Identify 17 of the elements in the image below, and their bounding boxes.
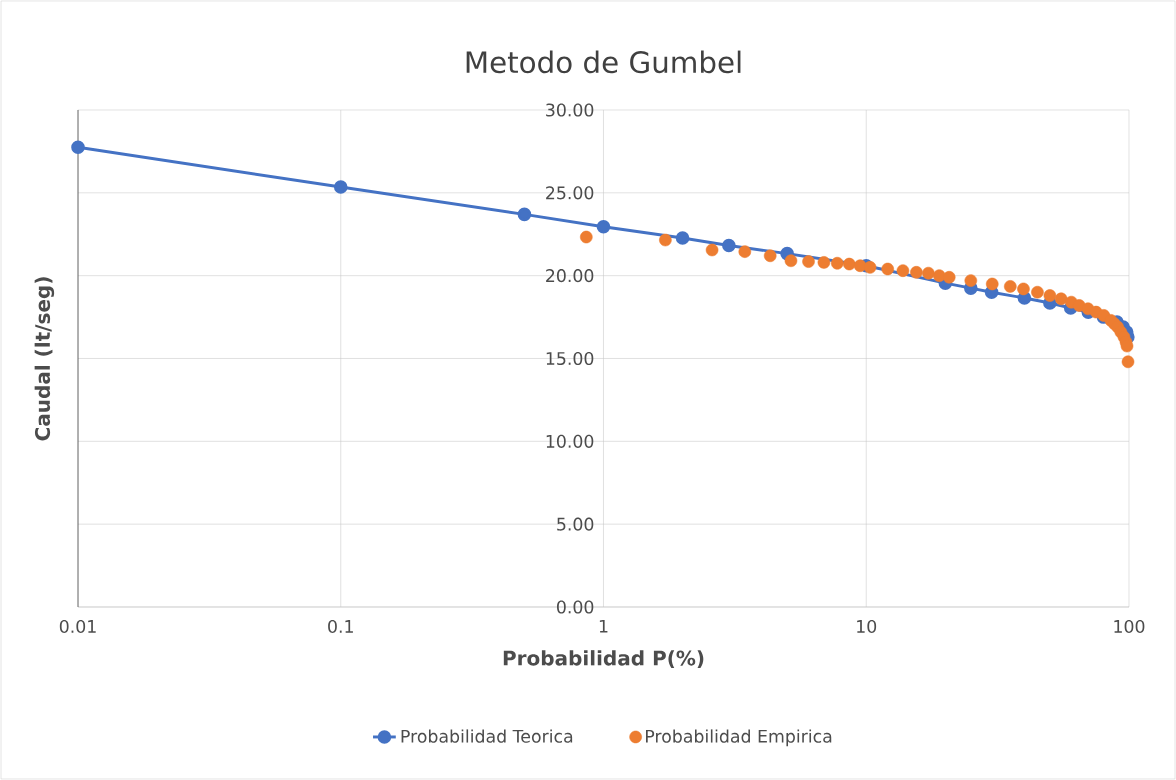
x-tick-label: 1 bbox=[599, 619, 608, 633]
legend-label: Probabilidad Empirica bbox=[646, 729, 832, 747]
y-tick-label: 15.00 bbox=[546, 351, 594, 366]
y-tick-label: 10.00 bbox=[546, 434, 594, 448]
x-axis-title: Probabilidad P(%) bbox=[503, 650, 704, 668]
x-tick-label: 0.1 bbox=[328, 619, 353, 633]
x-tick-label: 100 bbox=[1114, 619, 1145, 633]
y-tick-label: 20.00 bbox=[546, 269, 594, 283]
chart-title: Metodo de Gumbel bbox=[466, 50, 741, 74]
y-tick-label: 0.00 bbox=[557, 600, 594, 614]
x-tick-label: 0.01 bbox=[59, 619, 96, 633]
y-tick-label: 25.00 bbox=[546, 186, 594, 200]
x-tick-label: 10 bbox=[857, 619, 877, 633]
legend-label: Probabilidad Teorica bbox=[401, 729, 573, 743]
y-tick-label: 5.00 bbox=[557, 517, 594, 531]
y-axis-title: Caudal (lt/seg) bbox=[34, 277, 55, 441]
y-tick-label: 30.00 bbox=[546, 103, 594, 117]
